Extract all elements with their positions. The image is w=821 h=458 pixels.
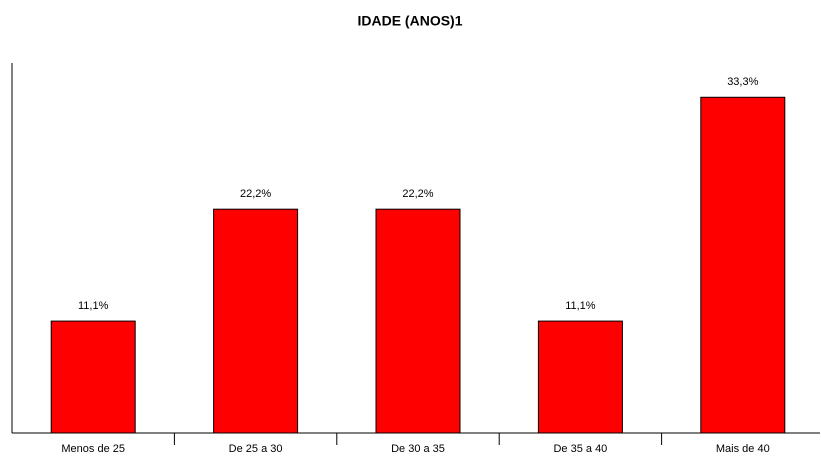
- bar: [537, 320, 623, 434]
- chart-title: IDADE (ANOS)1: [357, 13, 462, 29]
- x-tick-label: De 30 a 35: [391, 443, 445, 455]
- data-label: 22,2%: [240, 188, 271, 200]
- data-label: 33,3%: [727, 76, 758, 88]
- x-tick-label: De 25 a 30: [229, 443, 283, 455]
- bar: [700, 96, 786, 434]
- x-tick-label: Menos de 25: [61, 443, 125, 455]
- data-label: 22,2%: [402, 188, 433, 200]
- bar: [213, 208, 299, 434]
- data-label: 11,1%: [78, 300, 109, 312]
- data-label: 11,1%: [565, 300, 596, 312]
- bar: [375, 208, 461, 434]
- bar: [50, 320, 136, 434]
- x-tick-label: De 35 a 40: [553, 443, 607, 455]
- x-tick-label: Mais de 40: [716, 443, 770, 455]
